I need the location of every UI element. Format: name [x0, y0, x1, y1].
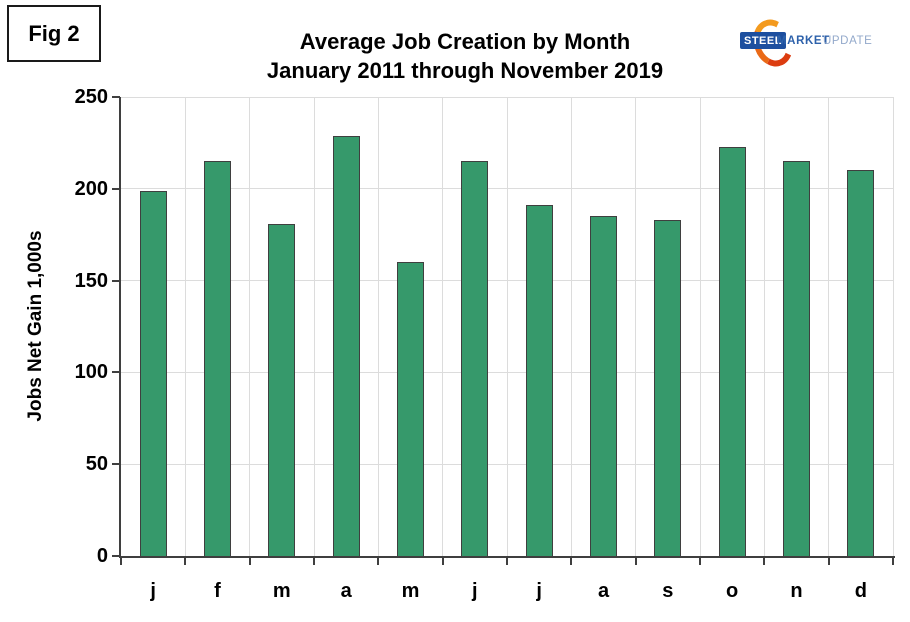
x-tick-label: j	[472, 580, 478, 602]
v-gridline	[892, 97, 894, 556]
y-tick-label: 50	[85, 453, 108, 476]
y-tick-label: 200	[74, 177, 108, 200]
bar-o-10	[718, 146, 746, 556]
y-axis-title: Jobs Net Gain 1,000s	[25, 230, 46, 422]
v-gridline	[763, 97, 765, 556]
x-axis-line	[119, 556, 895, 558]
y-tick-mark	[112, 555, 120, 557]
x-tick-label: f	[214, 580, 221, 602]
x-tick-label: a	[340, 580, 352, 602]
v-gridline	[377, 97, 379, 556]
y-tick-mark	[112, 96, 120, 98]
bar-a-8	[590, 216, 617, 556]
x-tick-mark	[313, 558, 315, 565]
bar-j-7	[525, 205, 553, 556]
chart-title: Average Job Creation by Month January 20…	[110, 27, 820, 85]
smu-logo-steel: STEEL	[740, 32, 786, 49]
smu-logo-update: UPDATE	[823, 35, 873, 47]
y-tick-label: 150	[74, 269, 108, 292]
bar-m-5	[397, 262, 424, 556]
x-tick-mark	[184, 558, 187, 565]
x-tick-label: j	[150, 580, 156, 602]
figure-label: Fig 2	[28, 20, 80, 46]
x-tick-mark	[248, 558, 251, 565]
x-tick-label: s	[662, 580, 674, 602]
v-gridline	[699, 97, 701, 556]
x-tick-mark	[634, 558, 637, 565]
x-tick-label: d	[854, 580, 867, 602]
y-tick-mark	[112, 279, 120, 282]
bar-a-4	[332, 135, 360, 556]
v-gridline	[442, 97, 444, 556]
x-tick-mark	[506, 558, 508, 565]
x-tick-mark	[699, 558, 701, 565]
bar-n-11	[783, 161, 810, 556]
x-tick-mark	[441, 558, 444, 565]
x-tick-label: a	[597, 580, 610, 602]
v-gridline	[184, 97, 186, 556]
bar-s-9	[654, 220, 682, 556]
v-gridline	[249, 97, 251, 556]
v-gridline	[635, 97, 637, 556]
chart-title-line2: January 2011 through November 2019	[266, 58, 664, 83]
v-gridline	[313, 97, 315, 556]
x-tick-mark	[763, 558, 766, 565]
y-tick-label: 0	[96, 545, 108, 567]
x-tick-mark	[120, 558, 122, 565]
y-axis-line	[119, 97, 121, 558]
bar-j-6	[461, 161, 489, 556]
y-tick-mark	[112, 187, 120, 190]
v-gridline	[506, 97, 508, 556]
x-tick-label: o	[726, 580, 739, 602]
bar-f-2	[204, 161, 231, 556]
x-tick-label: m	[272, 580, 291, 602]
v-gridline	[570, 97, 572, 556]
x-tick-label: n	[790, 580, 803, 602]
figure-label-box: Fig 2	[7, 5, 101, 62]
bar-m-3	[268, 223, 296, 556]
x-tick-mark	[570, 558, 573, 565]
plot-area	[121, 96, 894, 556]
x-tick-label: m	[401, 580, 420, 602]
x-tick-mark	[377, 558, 380, 565]
v-gridline	[828, 97, 830, 556]
x-tick-mark	[827, 558, 830, 565]
y-tick-mark	[112, 463, 120, 466]
x-tick-label: j	[536, 580, 542, 602]
y-tick-mark	[112, 371, 120, 374]
steel-market-update-logo: STEEL MARKET UPDATE	[740, 13, 905, 73]
y-tick-label: 250	[74, 86, 108, 108]
y-tick-label: 100	[74, 361, 108, 384]
bar-j-1	[139, 190, 167, 556]
bar-d-12	[847, 170, 875, 556]
smu-logo-market: MARKET	[777, 35, 830, 47]
x-tick-mark	[892, 558, 894, 565]
chart-title-line1: Average Job Creation by Month	[299, 29, 631, 54]
